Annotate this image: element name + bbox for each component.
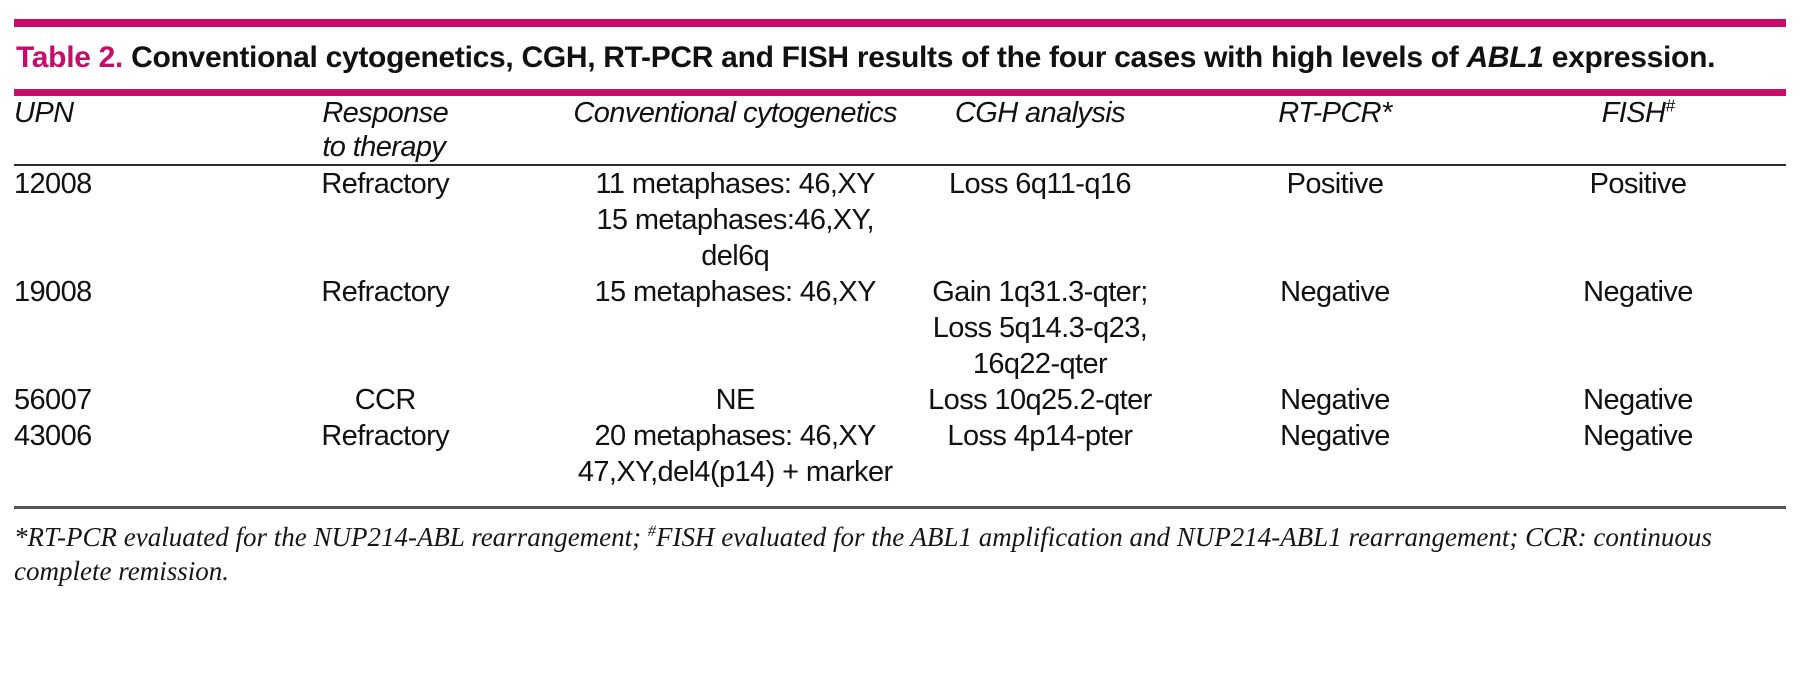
footnote-part1: *RT-PCR evaluated for the NUP214-ABL rea… [14, 522, 642, 552]
cell-fish: Negative [1583, 384, 1693, 416]
cell-cgh-line: Loss 6q11-q16 [948, 168, 1132, 200]
cell-fish: Negative [1583, 276, 1693, 308]
title-bottom-accent-rule [14, 89, 1786, 96]
table-row: 43006 Refractory 20 metaphases: 46,XY 47… [14, 418, 1786, 509]
cell-cgh: Loss 6q11-q16 [900, 165, 1180, 274]
top-accent-rule [14, 19, 1786, 27]
cell-cgh: Loss 10q25.2-qter [900, 382, 1180, 418]
column-header-fish-text: FISH [1601, 97, 1666, 129]
cell-upn: 56007 [14, 384, 92, 416]
cell-upn: 19008 [14, 276, 92, 308]
footnote-hash-superscript: # [647, 522, 657, 540]
cell-cgh: Gain 1q31.3-qter; Loss 5q14.3-q23, 16q22… [900, 274, 1180, 382]
cell-cytogenetics-line: 15 metaphases:46,XY, del6q [596, 204, 875, 272]
column-header-rtpcr: RT-PCR* [1179, 96, 1491, 166]
cell-cytogenetics-line: 47,XY,del4(p14) + marker [577, 456, 893, 488]
table-content: Table 2. Conventional cytogenetics, CGH,… [14, 19, 1786, 588]
table-title-gene: ABL1 [1466, 41, 1544, 74]
cell-cgh: Loss 4p14-pter [899, 418, 1180, 509]
cell-response: Refractory [321, 168, 450, 200]
table-row: 19008 Refractory 15 metaphases: 46,XY Ga… [14, 274, 1786, 382]
cell-cgh-line: Loss 4p14-pter [947, 420, 1133, 452]
cell-response: CCR [354, 384, 417, 416]
column-header-response-text: Response to therapy [322, 96, 448, 164]
column-header-response-line2: to therapy [322, 131, 446, 163]
cell-fish: Positive [1589, 168, 1687, 200]
cell-cytogenetics: NE [570, 382, 900, 418]
column-header-response: Response to therapy [200, 96, 571, 166]
cell-cytogenetics: 20 metaphases: 46,XY 47,XY,del4(p14) + m… [570, 418, 900, 509]
cell-cytogenetics-line: 20 metaphases: 46,XY [594, 420, 876, 452]
column-header-upn: UPN [14, 96, 201, 166]
cell-cgh-line: Gain 1q31.3-qter; [932, 276, 1148, 308]
table-title-text: Conventional cytogenetics, CGH, RT-PCR a… [131, 41, 1459, 74]
cell-upn: 12008 [14, 168, 92, 200]
cell-cytogenetics-line: NE [715, 384, 756, 416]
table-row: 56007 CCR NE Loss 10q25.2-qter Negative … [14, 382, 1786, 418]
cell-cytogenetics-line: 15 metaphases: 46,XY [594, 276, 876, 308]
cell-fish: Negative [1490, 418, 1786, 509]
cell-rtpcr: Negative [1280, 384, 1390, 416]
cell-rtpcr: Positive [1286, 168, 1384, 200]
column-header-cgh: CGH analysis [899, 96, 1180, 166]
cell-response: Refractory [200, 418, 571, 509]
header-row: UPN Response to therapy Conventional cyto… [14, 95, 1786, 166]
table-title-label: Table 2. [16, 41, 124, 74]
results-table: UPN Response to therapy Conventional cyto… [14, 96, 1786, 509]
column-header-cytogenetics: Conventional cytogenetics [570, 96, 900, 166]
footnote-part2: FISH evaluated for the ABL1 amplificatio… [14, 522, 1712, 586]
cell-cytogenetics: 15 metaphases: 46,XY [570, 274, 900, 382]
cell-rtpcr: Negative [1179, 418, 1491, 509]
cell-cgh-line: Loss 10q25.2-qter [928, 384, 1152, 416]
table-title: Table 2. Conventional cytogenetics, CGH,… [14, 27, 1786, 89]
cell-upn: 43006 [14, 418, 201, 509]
table-row: 12008 Refractory 11 metaphases: 46,XY 15… [14, 165, 1786, 274]
cell-rtpcr: Negative [1280, 276, 1390, 308]
column-header-response-line1: Response [322, 97, 449, 129]
cell-cytogenetics-line: 11 metaphases: 46,XY [595, 168, 876, 200]
cell-cytogenetics: 11 metaphases: 46,XY 15 metaphases:46,XY… [570, 165, 900, 274]
column-header-fish: FISH# [1490, 95, 1786, 166]
cell-response: Refractory [321, 276, 450, 308]
table-title-suffix: expression. [1551, 41, 1716, 74]
column-header-fish-superscript: # [1665, 95, 1675, 116]
cell-cgh-line: Loss 5q14.3-q23, 16q22-qter [932, 312, 1148, 380]
table-footnote: *RT-PCR evaluated for the NUP214-ABL rea… [14, 520, 1786, 588]
